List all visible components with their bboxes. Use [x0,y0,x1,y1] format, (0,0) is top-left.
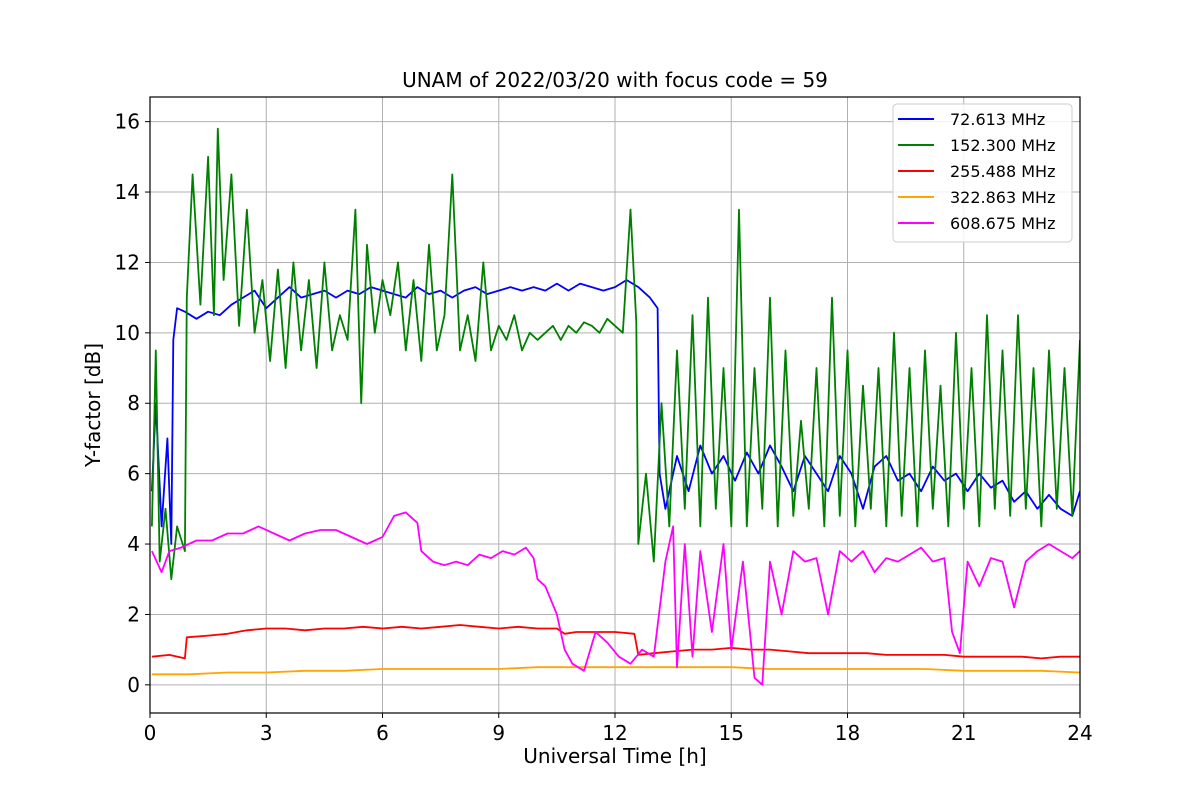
y-tick-label: 10 [115,321,140,345]
y-tick-label: 14 [115,180,140,204]
x-tick-label: 15 [719,721,744,745]
series-line-4 [151,666,1080,676]
x-tick-label: 18 [835,721,860,745]
x-tick-label: 3 [260,721,273,745]
series-line-1 [151,279,1080,545]
y-axis: 0 2 4 6 8 10 12 14 16 [115,110,150,697]
series-line-3 [151,624,1080,660]
legend-label-2: 152.300 MHz [950,136,1055,155]
y-tick-label: 4 [127,532,140,556]
x-tick-label: 0 [144,721,157,745]
y-tick-label: 2 [127,602,140,626]
x-tick-label: 24 [1067,721,1092,745]
y-tick-label: 8 [127,391,140,415]
x-axis-label: Universal Time [h] [523,744,706,768]
chart-title: UNAM of 2022/03/20 with focus code = 59 [402,68,828,92]
legend: 72.613 MHz 152.300 MHz 255.488 MHz 322.863 … [892,103,1073,243]
legend-label-1: 72.613 MHz [950,110,1045,129]
series-line-5 [151,511,1080,686]
y-tick-label: 0 [127,673,140,697]
x-tick-label: 6 [376,721,389,745]
series-layer [151,127,1080,686]
legend-label-3: 255.488 MHz [950,162,1055,181]
series-line-2 [151,127,1080,581]
y-tick-label: 16 [115,110,140,134]
legend-box [892,103,1073,243]
x-tick-label: 21 [951,721,976,745]
x-tick-label: 9 [492,721,505,745]
y-axis-label: Y-factor [dB] [81,343,105,468]
y-tick-label: 6 [127,462,140,486]
x-axis: 0 3 6 9 12 15 18 21 24 [144,713,1093,745]
legend-label-5: 608.675 MHz [950,214,1055,233]
x-tick-label: 12 [602,721,627,745]
legend-label-4: 322.863 MHz [950,188,1055,207]
y-tick-label: 12 [115,250,140,274]
